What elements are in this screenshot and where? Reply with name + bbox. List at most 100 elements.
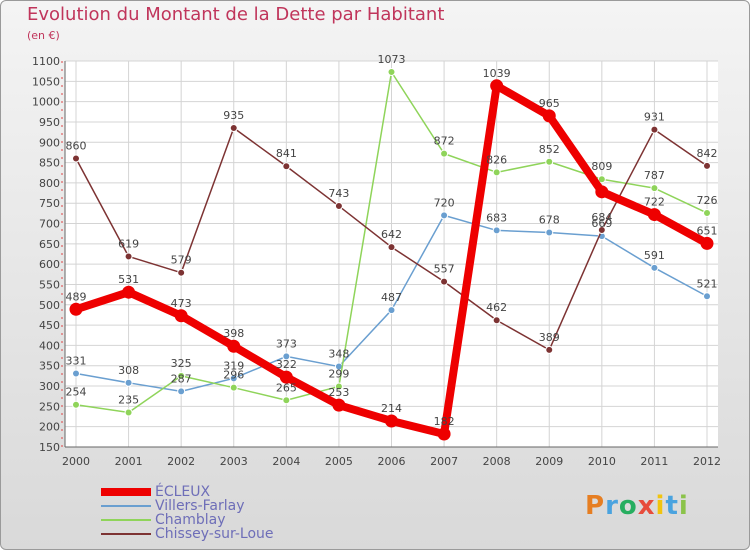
data-point (545, 228, 554, 237)
data-point (650, 184, 659, 193)
data-label: 852 (539, 143, 560, 156)
y-tick-label: 300 (39, 380, 60, 393)
logo-letter: P (585, 491, 606, 521)
data-label: 254 (66, 386, 87, 399)
data-label: 531 (118, 273, 139, 286)
y-tick-label: 500 (39, 299, 60, 312)
data-label: 931 (644, 111, 665, 124)
legend-label: ÉCLEUX (155, 484, 211, 500)
data-label: 684 (591, 211, 612, 224)
data-point (334, 382, 343, 391)
data-label: 521 (697, 277, 718, 290)
data-point (174, 309, 188, 323)
data-point (700, 236, 714, 250)
data-label: 809 (591, 160, 612, 173)
data-point (124, 378, 133, 387)
data-label: 619 (118, 237, 139, 250)
data-label: 287 (171, 372, 192, 385)
y-tick-label: 650 (39, 238, 60, 251)
logo-letter: r (605, 491, 619, 521)
data-label: 678 (539, 213, 560, 226)
data-point (387, 306, 396, 315)
data-point (703, 208, 711, 217)
data-label: 726 (697, 194, 718, 207)
data-point (229, 124, 238, 133)
data-point (650, 263, 659, 272)
legend-item: ÉCLEUX (101, 484, 274, 500)
legend-swatch (101, 519, 151, 521)
logo-letter: i (655, 491, 666, 521)
legend: ÉCLEUX Villers-Farlay Chamblay Chissey-sur-… (101, 484, 274, 542)
data-point (282, 162, 291, 171)
data-label: 557 (434, 263, 455, 276)
y-tick-label: 550 (39, 278, 60, 291)
data-point (387, 243, 396, 252)
data-label: 860 (66, 140, 87, 153)
y-tick-label: 250 (39, 400, 60, 413)
data-point (177, 387, 186, 396)
legend-item: Chissey-sur-Loue (101, 526, 274, 542)
data-point (229, 383, 238, 392)
y-tick-label: 750 (39, 197, 60, 210)
x-tick-label: 2006 (378, 455, 406, 468)
data-point (177, 268, 186, 277)
data-point (597, 175, 606, 184)
data-label: 398 (223, 327, 244, 340)
data-point (282, 396, 291, 405)
data-point (227, 339, 241, 353)
y-tick-label: 950 (39, 116, 60, 129)
data-label: 722 (644, 196, 665, 209)
data-label: 591 (644, 249, 665, 262)
data-point (542, 109, 556, 123)
y-tick-label: 850 (39, 157, 60, 170)
data-point (492, 168, 501, 177)
data-label: 296 (223, 369, 244, 382)
data-point (597, 226, 606, 235)
chart-unit: (en €) (27, 29, 60, 42)
x-tick-label: 2004 (272, 455, 300, 468)
data-label: 841 (276, 147, 297, 160)
data-label: 322 (276, 358, 297, 371)
x-tick-label: 2012 (693, 455, 721, 468)
data-point (124, 252, 133, 261)
data-point (650, 125, 659, 134)
data-label: 373 (276, 337, 297, 350)
x-tick-label: 2010 (588, 455, 616, 468)
data-label: 579 (171, 254, 192, 267)
data-point (72, 369, 80, 378)
data-label: 1039 (483, 67, 511, 80)
logo-letter: x (637, 491, 656, 521)
data-label: 1073 (378, 53, 406, 66)
data-point (703, 292, 711, 301)
data-point (69, 302, 83, 316)
y-tick-label: 1050 (32, 75, 60, 88)
data-point (122, 285, 136, 299)
data-label: 720 (434, 196, 455, 209)
data-point (545, 345, 554, 354)
y-tick-label: 350 (39, 360, 60, 373)
data-point (229, 374, 238, 383)
legend-swatch (101, 533, 151, 535)
data-point (177, 371, 186, 380)
data-label: 935 (223, 109, 244, 122)
data-label: 462 (486, 301, 507, 314)
data-point (440, 149, 449, 158)
data-label: 743 (328, 187, 349, 200)
y-tick-label: 150 (39, 441, 60, 454)
data-point (332, 398, 346, 412)
proxiti-logo: Proxiti (585, 491, 689, 521)
data-label: 214 (381, 402, 402, 415)
data-label: 489 (66, 290, 87, 303)
x-tick-label: 2003 (220, 455, 248, 468)
data-label: 487 (381, 291, 402, 304)
data-label: 826 (486, 153, 507, 166)
data-point (437, 427, 451, 441)
data-point (595, 185, 609, 199)
y-tick-label: 800 (39, 177, 60, 190)
data-label: 253 (328, 386, 349, 399)
x-tick-label: 2000 (62, 455, 90, 468)
legend-label: Chamblay (155, 512, 226, 528)
y-tick-label: 1000 (32, 96, 60, 109)
